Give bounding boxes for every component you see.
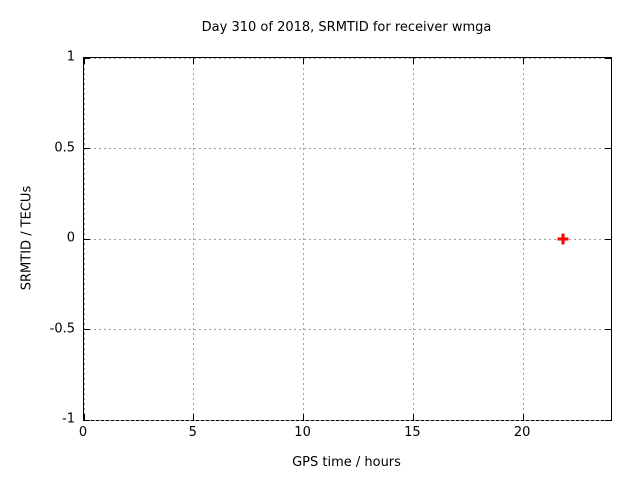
gridline-horizontal bbox=[84, 329, 611, 330]
x-tick-mark bbox=[412, 58, 414, 64]
x-tick-label: 10 bbox=[294, 425, 311, 440]
marker-vertical-stroke bbox=[561, 233, 565, 245]
plot-area bbox=[83, 57, 612, 421]
gridline-horizontal bbox=[84, 238, 611, 240]
x-tick-mark bbox=[412, 414, 414, 420]
y-tick-mark bbox=[605, 419, 611, 421]
y-tick-mark bbox=[605, 329, 611, 330]
y-tick-mark bbox=[84, 329, 90, 330]
y-tick-label: -1 bbox=[62, 411, 75, 427]
x-axis-label: GPS time / hours bbox=[292, 455, 401, 470]
gridline-horizontal bbox=[84, 419, 611, 421]
x-tick-mark bbox=[193, 414, 195, 420]
x-tick-label: 5 bbox=[188, 425, 197, 440]
x-tick-label: 15 bbox=[404, 425, 421, 440]
y-tick-mark bbox=[84, 148, 90, 149]
x-tick-mark bbox=[303, 414, 305, 420]
x-tick-mark bbox=[83, 414, 85, 420]
gridline-horizontal bbox=[84, 57, 611, 59]
y-tick-mark bbox=[605, 57, 611, 59]
x-tick-mark bbox=[522, 414, 524, 420]
y-tick-mark bbox=[84, 57, 90, 59]
x-tick-mark bbox=[522, 58, 524, 64]
x-tick-label: 20 bbox=[513, 425, 531, 440]
x-tick-mark bbox=[83, 58, 85, 64]
y-tick-mark bbox=[84, 238, 90, 240]
gridline-horizontal bbox=[84, 148, 611, 149]
y-tick-mark bbox=[605, 148, 611, 149]
data-point-marker bbox=[557, 233, 569, 245]
y-tick-mark bbox=[84, 419, 90, 421]
x-tick-label: 0 bbox=[78, 425, 88, 440]
y-tick-mark bbox=[605, 238, 611, 240]
x-tick-mark bbox=[193, 58, 195, 64]
y-tick-label: 0.5 bbox=[54, 140, 75, 155]
y-tick-label: 1 bbox=[66, 49, 75, 65]
y-tick-label: 0 bbox=[66, 230, 75, 246]
x-tick-mark bbox=[303, 58, 305, 64]
chart-title: Day 310 of 2018, SRMTID for receiver wmg… bbox=[201, 20, 492, 35]
y-tick-label: -0.5 bbox=[49, 321, 75, 336]
